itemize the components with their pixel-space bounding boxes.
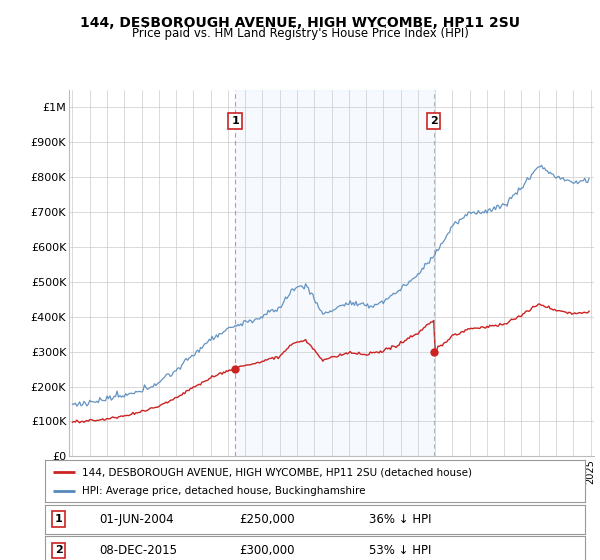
- Text: 08-DEC-2015: 08-DEC-2015: [99, 544, 177, 557]
- Text: Price paid vs. HM Land Registry's House Price Index (HPI): Price paid vs. HM Land Registry's House …: [131, 27, 469, 40]
- Bar: [235, 90, 434, 456]
- Text: 1: 1: [231, 116, 239, 126]
- Text: £300,000: £300,000: [239, 544, 295, 557]
- Text: 144, DESBOROUGH AVENUE, HIGH WYCOMBE, HP11 2SU (detached house): 144, DESBOROUGH AVENUE, HIGH WYCOMBE, HP…: [82, 467, 472, 477]
- Text: 1: 1: [55, 514, 62, 524]
- Text: 53% ↓ HPI: 53% ↓ HPI: [369, 544, 431, 557]
- Text: 01-JUN-2004: 01-JUN-2004: [99, 512, 173, 526]
- Text: HPI: Average price, detached house, Buckinghamshire: HPI: Average price, detached house, Buck…: [82, 486, 365, 496]
- Text: 2: 2: [430, 116, 437, 126]
- Text: 36% ↓ HPI: 36% ↓ HPI: [369, 512, 431, 526]
- Text: 144, DESBOROUGH AVENUE, HIGH WYCOMBE, HP11 2SU: 144, DESBOROUGH AVENUE, HIGH WYCOMBE, HP…: [80, 16, 520, 30]
- Text: 2: 2: [55, 545, 62, 556]
- Text: £250,000: £250,000: [239, 512, 295, 526]
